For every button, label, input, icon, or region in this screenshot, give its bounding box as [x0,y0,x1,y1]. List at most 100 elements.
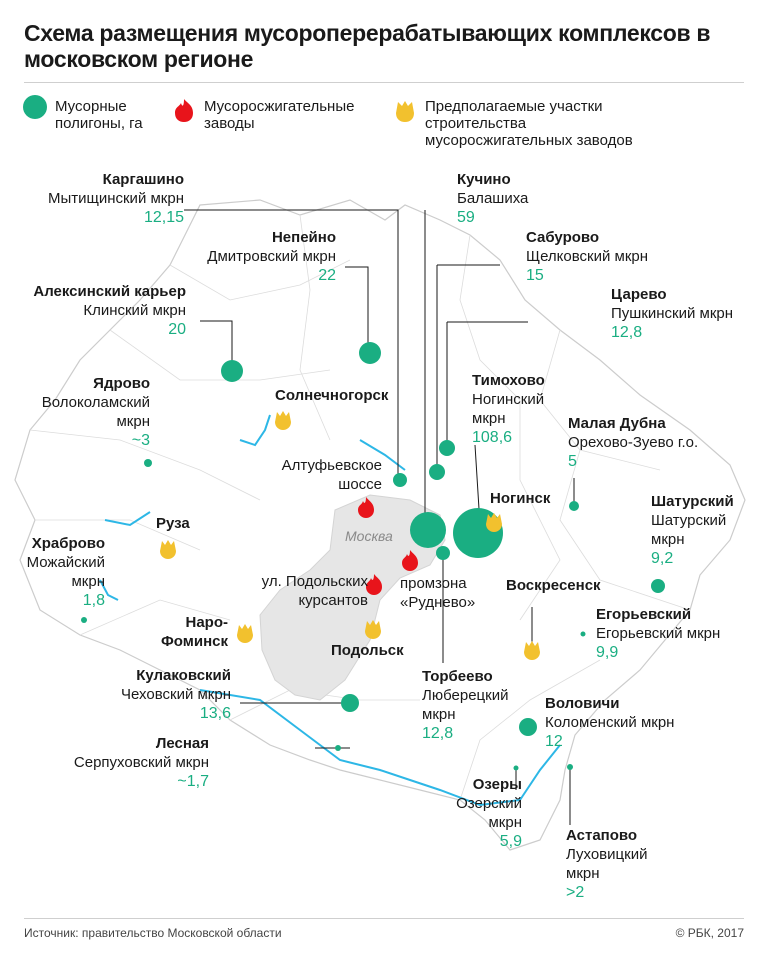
landfill-name: Алексинский карьер [33,283,186,300]
landfill-value: 9,2 [651,550,674,567]
legend-incinerator-icon [175,99,193,122]
label-ruza: Руза [156,515,190,532]
landfill-name: Озеры [472,776,522,793]
landfill-dot-tsarevo [439,440,455,456]
landfill-name: Сабурово [526,229,600,246]
landfill-district: Дмитровский мкрн [207,248,336,265]
page-title: Схема размещения мусороперерабатывающих … [24,20,711,72]
landfill-name: Непейно [271,229,336,246]
landfill-district: Можайский мкрн [26,554,105,590]
label-noginsk: Ногинск [490,490,551,507]
label-yadrovo: Ядрово Волоколамский мкрн ~3 [20,374,150,450]
landfill-dot-kuchino [410,512,446,548]
landfill-value: 12,8 [611,324,643,341]
landfill-district: Шатурский мкрн [651,512,727,548]
landfill-district: Балашиха [457,190,529,207]
label-kulakovsky: Кулаковский Чеховский мкрн 13,6 [121,666,231,723]
landfill-value: 5,9 [499,833,522,850]
label-volovichi: Воловичи Коломенский мкрн 12 [545,694,674,751]
label-tsarevo: Царево Пушкинский мкрн 12,8 [611,285,733,342]
landfill-dot-saburovo [429,464,445,480]
landfill-dot-volovichi [519,718,537,736]
landfill-dot-torbeevo [436,546,450,560]
label-torbeevo: Торбеево Люберецкий мкрн 12,8 [422,667,522,743]
landfill-dot-aleksinsky [221,360,243,382]
landfill-value: ~1,7 [177,773,209,790]
legend-planned-icon [396,101,414,122]
district-borders [29,214,691,801]
planned-markers [160,411,540,660]
label-astapovo: Астапово Луховицкий мкрн >2 [566,826,666,902]
footer-source: Источник: правительство Московской облас… [24,926,282,940]
landfill-name: Храброво [31,535,105,552]
landfill-dot-yadrovo [144,459,152,467]
label-podolsk: Подольск [331,642,404,659]
landfill-district: Егорьевский мкрн [596,625,721,642]
label-podolskikh-kursantov: ул. Подольских курсантов [261,573,368,609]
landfill-district: Орехово-Зуево г.о. [568,434,699,451]
landfill-value: 108,6 [472,429,513,446]
landfill-value: 15 [526,267,544,284]
label-altufyevskoe: Алтуфьевское шоссе [281,457,382,493]
landfill-dot-ozery [513,765,519,771]
label-solnechnogorsk: Солнечногорск [275,387,389,404]
landfill-value: 59 [457,209,475,226]
landfill-dot-khrabrovo [81,617,87,623]
landfill-value: 20 [168,321,186,338]
landfill-value: 1,8 [82,592,105,609]
landfill-name: Шатурский [651,493,734,510]
planned-flame-icon [524,641,540,660]
label-malaya-dubna: Малая Дубна Орехово-Зуево г.о. 5 [568,414,698,471]
label-moscow-city: Москва [345,528,393,544]
planned-flame-icon [160,540,176,559]
legend-incinerator-label: Мусоросжигательные заводы [204,98,355,132]
legend-planned-label: Предполагаемые участки строительства мус… [425,98,633,149]
landfill-name: Кулаковский [136,667,231,684]
footer-divider [24,918,744,919]
landfill-dot-lesnaya [335,745,341,751]
landfill-dot-kargashino [393,473,407,487]
landfill-markers [81,342,665,771]
planned-flame-icon [365,620,381,639]
landfill-dot-kulakovsky [341,694,359,712]
legend-landfill-icon [23,95,47,119]
label-shatursky: Шатурский Шатурский мкрн 9,2 [651,492,741,568]
incinerator-markers [358,497,418,595]
landfill-value: 12 [545,733,563,750]
landfill-value: 13,6 [199,705,231,722]
label-khrabrovo: Храброво Можайский мкрн 1,8 [15,534,105,610]
landfill-district: Озерский мкрн [456,795,522,831]
landfill-value: 5 [568,453,577,470]
landfill-name: Лесная [155,735,209,752]
landfill-name: Каргашино [102,171,184,188]
title-divider [24,82,744,83]
landfill-district: Волоколамский мкрн [41,394,150,430]
label-naro-fominsk: Наро-Фоминск [161,614,228,650]
label-kuchino: Кучино Балашиха 59 [457,170,528,227]
landfill-dot-malaya-dubna [569,501,579,511]
landfill-value: 12,8 [422,725,454,742]
incinerator-flame-icon [358,497,374,518]
landfill-dot-nepeino [359,342,381,364]
label-kargashino: Каргашино Мытищинский мкрн 12,15 [48,170,184,227]
landfill-name: Царево [611,286,667,303]
planned-flame-icon [275,411,291,430]
landfill-district: Серпуховский мкрн [73,754,209,771]
label-aleksinsky: Алексинский карьер Клинский мкрн 20 [33,282,186,339]
label-egoryevsky: Егорьевский Егорьевский мкрн 9,9 [596,605,720,662]
landfill-name: Торбеево [422,668,493,685]
landfill-district: Ногинский мкрн [472,391,545,427]
landfill-name: Астапово [566,827,638,844]
landfill-district: Клинский мкрн [83,302,186,319]
moscow-area [259,494,446,701]
landfill-district: Мытищинский мкрн [47,190,184,207]
incinerator-flame-icon [366,574,382,595]
landfill-name: Воловичи [545,695,620,712]
incinerator-flame-icon [402,550,418,571]
landfill-value: ~3 [131,432,150,449]
landfill-value: 9,9 [596,644,619,661]
label-voskresensk: Воскресенск [506,577,601,594]
landfill-value: >2 [566,884,585,901]
landfill-district: Щелковский мкрн [526,248,649,265]
planned-flame-icon [237,624,253,643]
